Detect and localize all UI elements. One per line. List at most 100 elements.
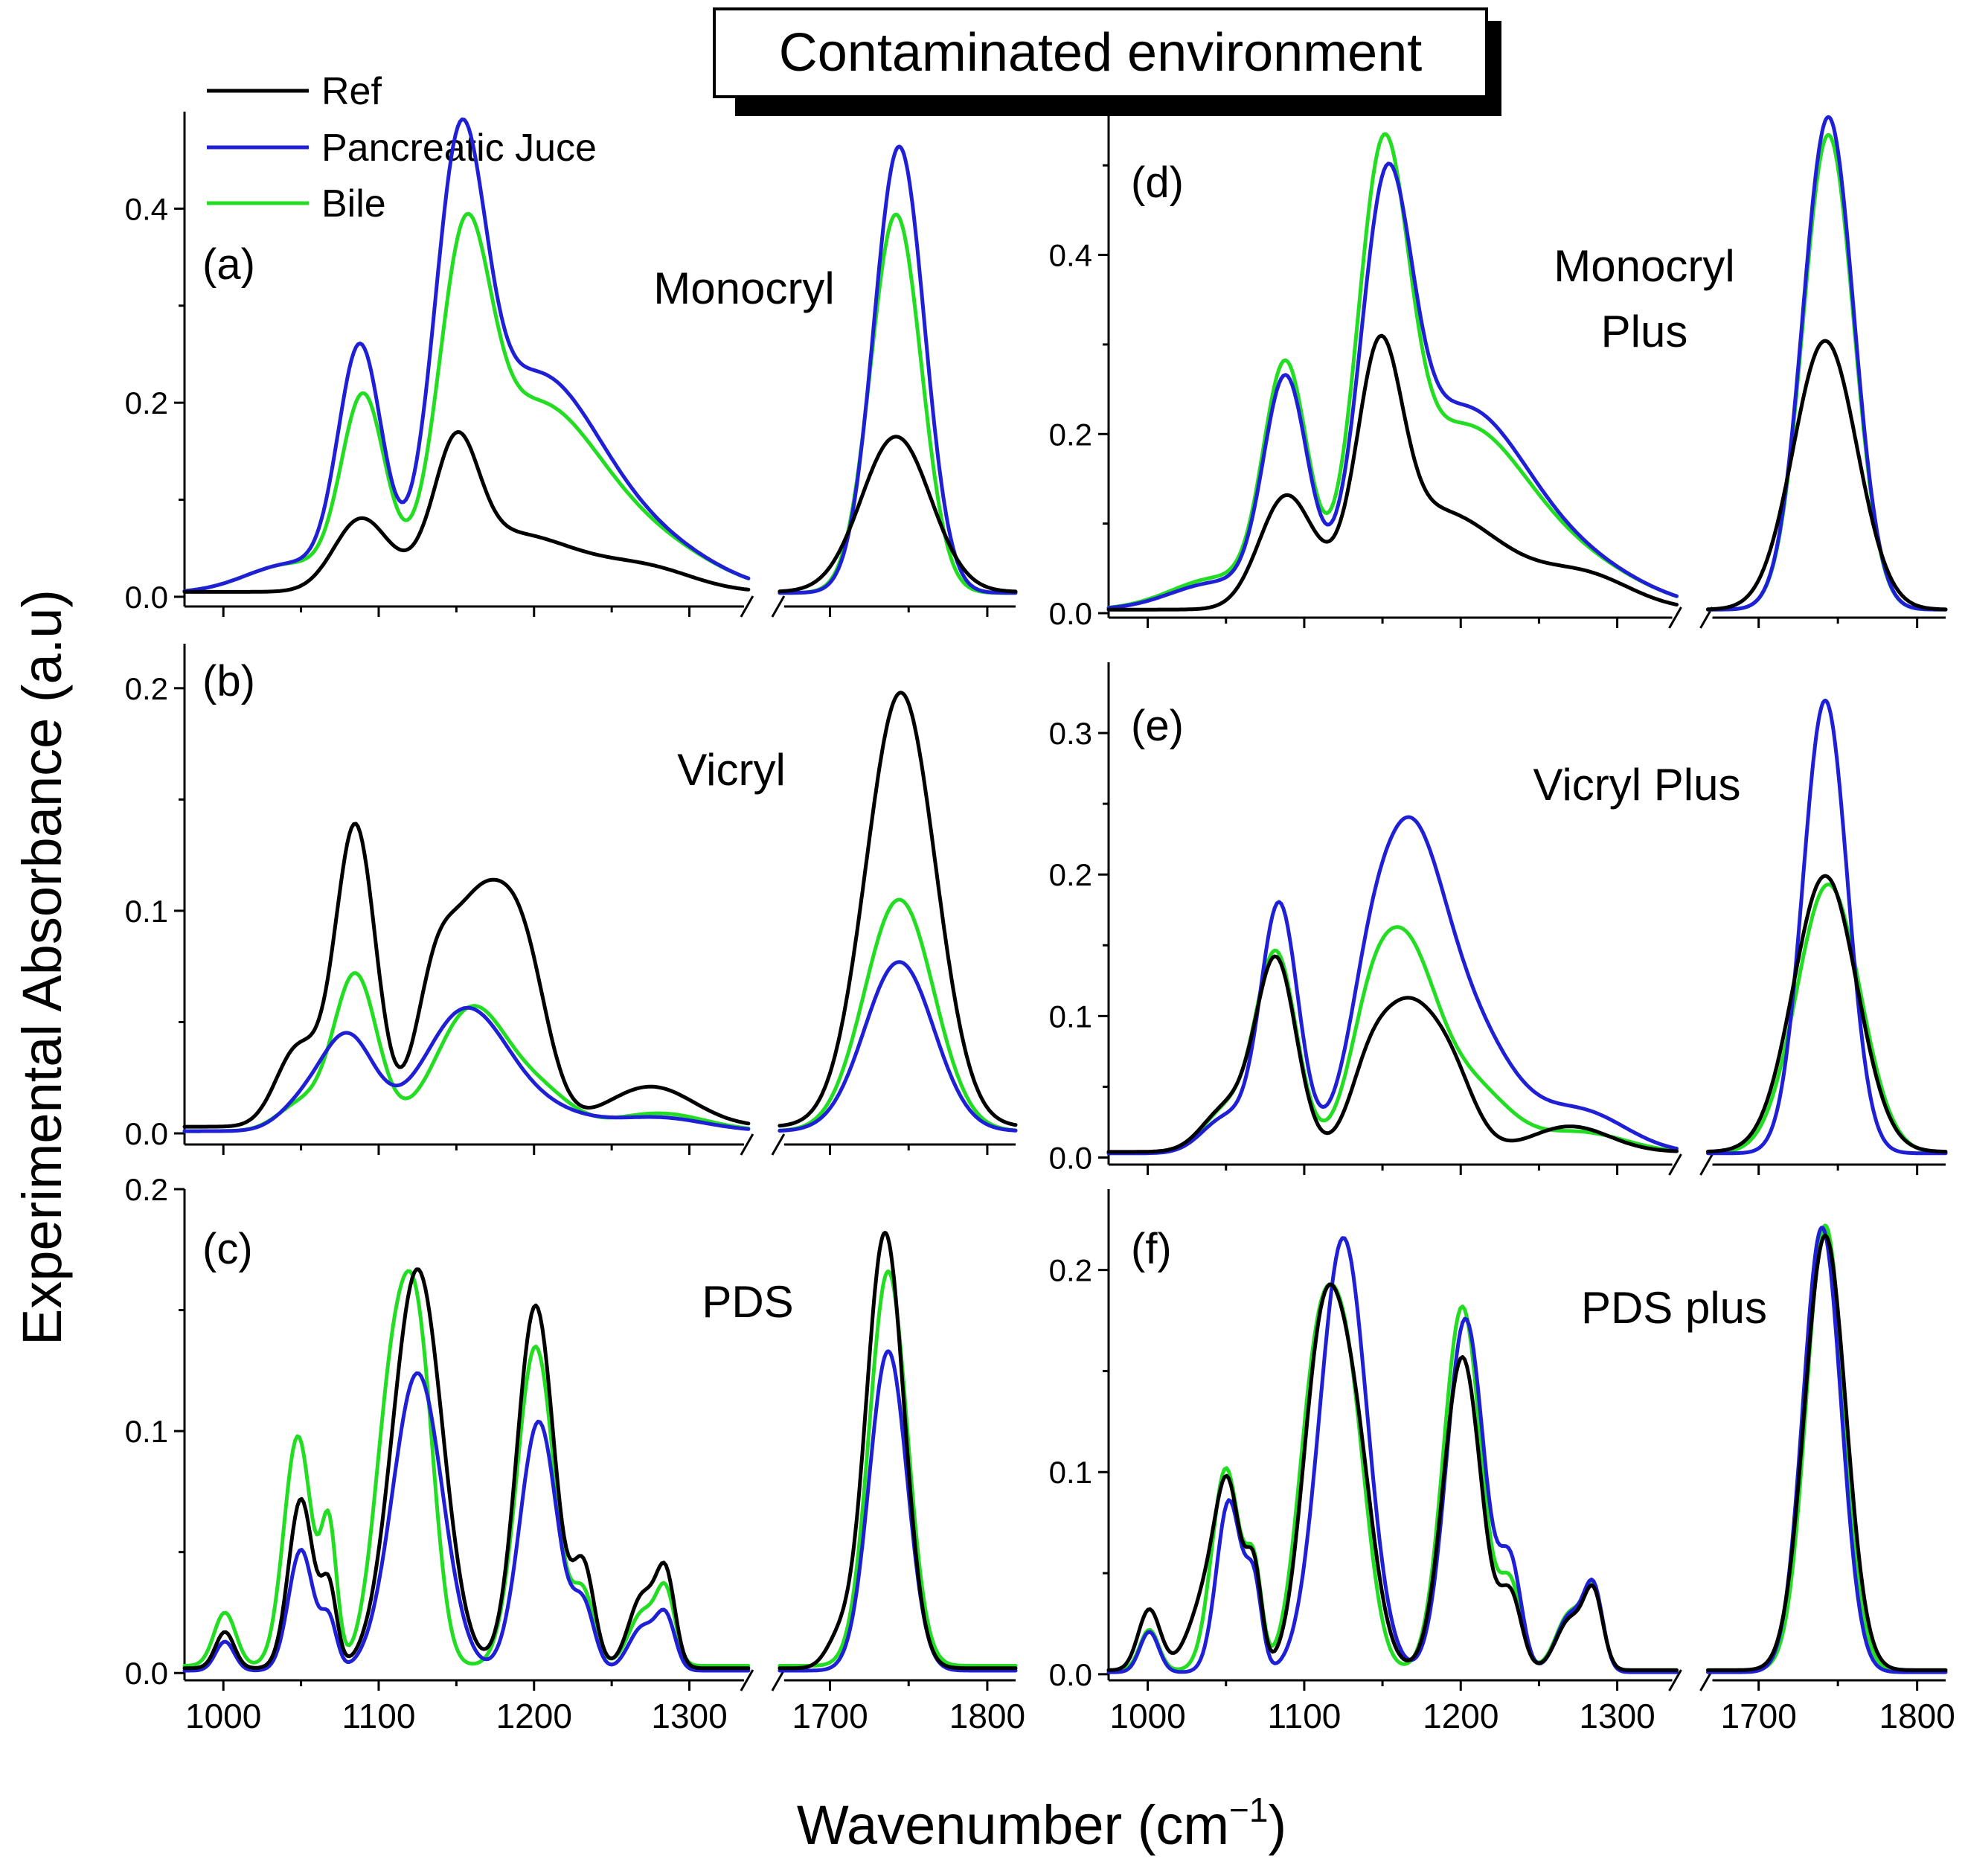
x-tick-label: 1200	[496, 1697, 572, 1735]
series-line-pj-right	[1706, 698, 1948, 1156]
x-tick-label: 1800	[949, 1697, 1025, 1735]
y-tick-label: 0.2	[125, 385, 168, 420]
panel-title: PDS	[702, 1277, 793, 1327]
series-line-pj-right	[778, 960, 1018, 1133]
axis-break-mark	[1668, 606, 1682, 629]
axis-break-mark	[740, 595, 754, 618]
title-box	[713, 7, 1488, 98]
x-axis-title-superscript: −1	[1229, 1790, 1268, 1829]
y-tick-label: 0.0	[1049, 596, 1092, 631]
series-line-ref-left	[182, 822, 751, 1129]
panel-e: 0.0 0.1 0.2 0.3 (e) Vicryl Plus	[1049, 662, 1948, 1176]
axis-break-mark	[771, 1133, 786, 1156]
axis-break-mark	[740, 1133, 754, 1156]
series-line-pj-left	[1106, 1236, 1679, 1674]
series-line-bile-left	[1106, 925, 1679, 1156]
y-tick-label: 0.0	[125, 1656, 168, 1691]
y-tick-label: 0.0	[1049, 1140, 1092, 1175]
x-axis-title: Wavenumber (cm−1)	[797, 1790, 1286, 1856]
axis-break-mark	[1699, 1153, 1714, 1176]
panel-title: Plus	[1601, 307, 1688, 356]
panel-letter: (e)	[1131, 702, 1184, 750]
figure-title-box: Contaminated environment	[713, 7, 1501, 116]
y-tick-label: 0.1	[125, 894, 168, 929]
x-tick-label: 1300	[1579, 1697, 1655, 1735]
panel-a: 0.0 0.2 0.4 (a) Monocryl	[125, 112, 1018, 618]
series-line-bile-left	[1106, 132, 1679, 609]
x-tick-label: 1000	[185, 1697, 261, 1735]
series-line-pj-left	[182, 1371, 751, 1673]
y-tick-label: 0.0	[1049, 1657, 1092, 1692]
legend-label-bile: Bile	[321, 182, 386, 225]
series-line-bile-right	[1706, 132, 1948, 612]
series-line-ref-left	[182, 1267, 751, 1671]
series-line-pj-right	[1706, 115, 1948, 612]
y-tick-label: 0.1	[125, 1414, 168, 1449]
series-line-pj-right	[778, 144, 1018, 595]
axis-break-mark	[1668, 1669, 1682, 1691]
x-tick-label: 1800	[1879, 1697, 1955, 1735]
panel-c: 0.0 0.1 0.2 1000 1100 1200 1300 1700 1800 (c) PDS	[125, 1172, 1026, 1735]
panel-letter: (a)	[202, 240, 255, 289]
series-line-pj-left	[182, 1005, 751, 1133]
figure-title: Contaminated environment	[779, 23, 1423, 83]
series-line-ref-right	[778, 1231, 1018, 1671]
panel-b: 0.0 0.1 0.2 (b) Vicryl	[125, 644, 1018, 1156]
series-line-bile-right	[778, 897, 1018, 1133]
legend-label-ref: Ref	[321, 70, 382, 113]
panel-title: Monocryl	[1554, 241, 1734, 291]
panel-title: Vicryl	[677, 745, 786, 795]
axis-break-mark	[771, 1669, 786, 1691]
y-tick-label: 0.3	[1049, 716, 1092, 751]
panel-title: PDS plus	[1581, 1283, 1767, 1333]
series-line-ref-left	[1106, 1282, 1679, 1672]
panel-f: 0.0 0.1 0.2 1000 1100 1200 1300 1700 1800 (f) PDS …	[1049, 1189, 1955, 1735]
series-line-bile-left	[182, 971, 751, 1133]
x-tick-label: 1000	[1109, 1697, 1185, 1735]
x-tick-label: 1700	[792, 1697, 868, 1735]
y-tick-label: 0.2	[1049, 417, 1092, 452]
series-line-pj-left	[1106, 815, 1679, 1156]
x-tick-label: 1200	[1423, 1697, 1498, 1735]
series-line-ref-right	[778, 435, 1018, 594]
legend: Ref Pancreatic Juce Bile	[207, 70, 597, 225]
axis-break-mark	[1668, 1153, 1682, 1176]
x-tick-label: 1300	[651, 1697, 727, 1735]
y-tick-label: 0.2	[125, 671, 168, 706]
series-line-bile-left	[182, 1269, 751, 1668]
series-line-ref-right	[1706, 339, 1948, 612]
panel-letter: (c)	[202, 1225, 253, 1273]
y-tick-label: 0.1	[1049, 1455, 1092, 1490]
y-tick-label: 0.2	[1049, 857, 1092, 892]
panel-letter: (b)	[202, 657, 255, 705]
series-line-ref-left	[1106, 333, 1679, 612]
axis-break-mark	[771, 595, 786, 618]
x-axis-title-end: )	[1268, 1794, 1286, 1856]
panel-title: Monocryl	[653, 263, 834, 313]
y-tick-label: 0.0	[125, 1116, 168, 1151]
x-tick-label: 1100	[1267, 1697, 1341, 1735]
x-tick-label: 1700	[1721, 1697, 1797, 1735]
axis-break-mark	[740, 1669, 754, 1691]
y-tick-label: 0.0	[125, 580, 168, 615]
y-tick-label: 0.4	[125, 191, 168, 226]
series-line-pj-right	[778, 1349, 1018, 1673]
series-line-ref-left	[182, 430, 751, 594]
series-line-pj-left	[182, 117, 751, 593]
series-line-ref-right	[1706, 874, 1948, 1154]
y-tick-label: 0.4	[1049, 238, 1092, 273]
y-tick-label: 0.1	[1049, 999, 1092, 1034]
series-line-bile-right	[1706, 883, 1948, 1155]
legend-label-pancreatic-juce: Pancreatic Juce	[321, 127, 597, 170]
panel-letter: (d)	[1131, 159, 1184, 207]
series-line-ref-right	[778, 691, 1018, 1128]
series-line-ref-right	[1706, 1234, 1948, 1672]
series-line-pj-left	[1106, 161, 1679, 610]
panel-title: Vicryl Plus	[1533, 760, 1741, 810]
panel-d: 0.0 0.2 0.4 (d) Monocryl Plus	[1049, 112, 1948, 631]
x-tick-label: 1100	[342, 1697, 416, 1735]
panel-letter: (f)	[1131, 1225, 1172, 1273]
y-tick-label: 0.2	[125, 1172, 168, 1207]
y-tick-label: 0.2	[1049, 1253, 1092, 1288]
